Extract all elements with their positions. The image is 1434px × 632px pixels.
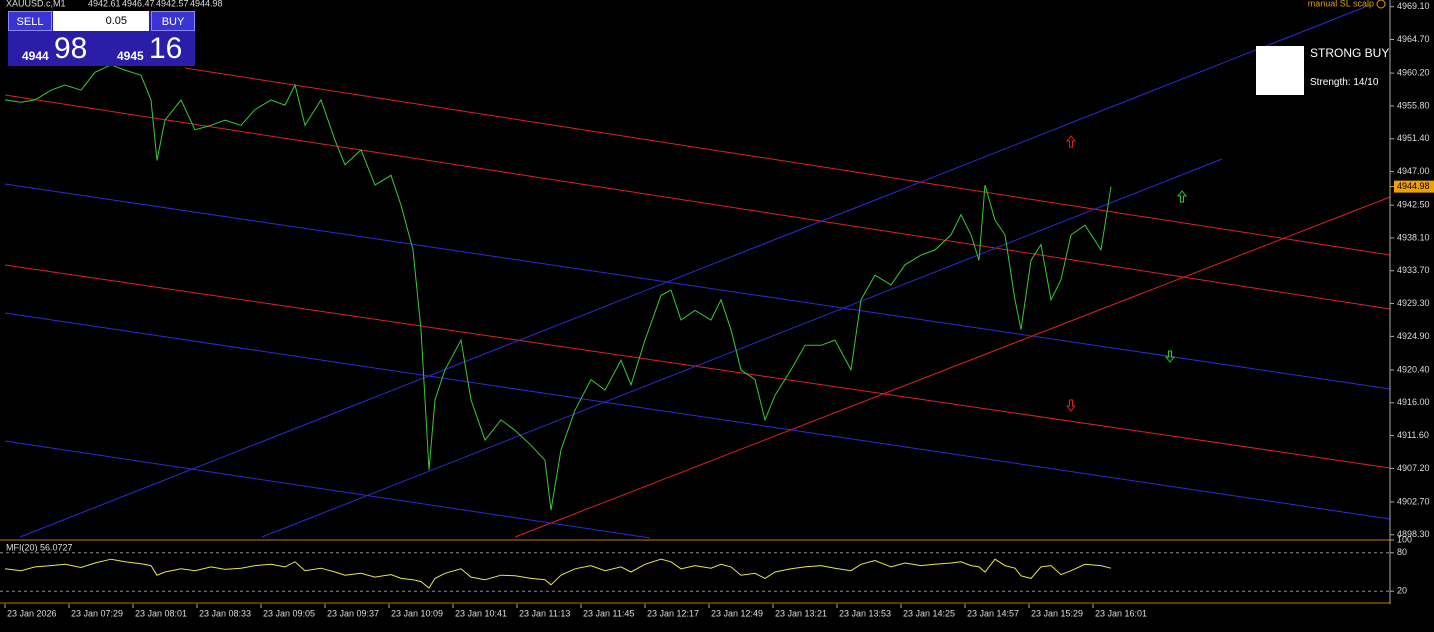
ohlc: 4946.47 bbox=[122, 0, 155, 8]
arrow-down bbox=[1065, 399, 1077, 412]
y-tick-label: 4964.70 bbox=[1397, 34, 1430, 44]
x-tick-label: 23 Jan 15:29 bbox=[1031, 608, 1083, 618]
y-tick-label: 4916.00 bbox=[1397, 397, 1430, 407]
channel-line bbox=[184, 67, 1391, 256]
sell-big: 4944 bbox=[22, 49, 49, 63]
channel-line bbox=[4, 264, 1391, 469]
signal-title: STRONG BUY bbox=[1310, 46, 1390, 60]
sell-price[interactable]: 4944 98 bbox=[8, 32, 100, 66]
channel-line bbox=[4, 440, 651, 539]
x-tick-label: 23 Jan 08:01 bbox=[135, 608, 187, 618]
signal-box bbox=[1256, 46, 1304, 95]
x-tick-label: 23 Jan 09:05 bbox=[263, 608, 315, 618]
x-tick-label: 23 Jan 13:53 bbox=[839, 608, 891, 618]
x-tick-label: 23 Jan 16:01 bbox=[1095, 608, 1147, 618]
x-tick-label: 23 Jan 11:13 bbox=[519, 608, 570, 618]
y-tick-label: 4942.50 bbox=[1397, 199, 1430, 209]
channel-line bbox=[4, 183, 1391, 390]
settings-icon[interactable] bbox=[1376, 0, 1386, 9]
y-tick-label: 100 bbox=[1397, 534, 1412, 544]
y-tick-label: 4938.10 bbox=[1397, 232, 1430, 242]
arrow-up bbox=[1176, 190, 1188, 203]
buy-button[interactable]: BUY bbox=[151, 11, 195, 31]
x-tick-label: 23 Jan 10:09 bbox=[391, 608, 443, 618]
x-tick-label: 23 Jan 12:49 bbox=[711, 608, 763, 618]
sell-button[interactable]: SELL bbox=[8, 11, 52, 31]
x-tick-label: 23 Jan 09:37 bbox=[327, 608, 379, 618]
y-tick-label: 4907.20 bbox=[1397, 463, 1430, 473]
price-line bbox=[4, 64, 1112, 511]
arrow-down bbox=[1164, 350, 1176, 363]
y-tick-label: 20 bbox=[1397, 586, 1407, 596]
signal-arrows bbox=[1065, 135, 1188, 412]
y-tick-label: 4955.80 bbox=[1397, 100, 1430, 110]
buy-price[interactable]: 4945 16 bbox=[103, 32, 195, 66]
signal-strength: Strength: 14/10 bbox=[1310, 77, 1379, 88]
channel-line bbox=[4, 312, 1391, 520]
x-tick-label: 23 Jan 14:25 bbox=[903, 608, 955, 618]
channel-line bbox=[19, 4, 1371, 538]
last-price-box bbox=[1394, 180, 1434, 193]
y-tick-label: 80 bbox=[1397, 547, 1407, 557]
y-tick-label: 4902.70 bbox=[1397, 496, 1430, 506]
y-tick-label: 4960.20 bbox=[1397, 67, 1430, 77]
channel-line bbox=[261, 158, 1223, 538]
x-tick-label: 23 Jan 11:45 bbox=[583, 608, 634, 618]
x-tick-label: 23 Jan 2026 bbox=[7, 608, 57, 618]
y-tick-label: 4951.40 bbox=[1397, 133, 1430, 143]
y-tick-label: 4920.40 bbox=[1397, 364, 1430, 374]
x-tick-label: 23 Jan 10:41 bbox=[455, 608, 507, 618]
buy-big: 4945 bbox=[117, 49, 144, 63]
price-line bbox=[4, 558, 1112, 589]
x-tick-label: 23 Jan 07:29 bbox=[71, 608, 123, 618]
indicator-name: manual SL scalp bbox=[1308, 0, 1374, 8]
trend-lines bbox=[4, 4, 1391, 539]
ohlc: 4942.61 bbox=[88, 0, 121, 8]
lot-input[interactable]: 0.05 bbox=[53, 11, 149, 31]
y-tick-label: 4929.30 bbox=[1397, 298, 1430, 308]
y-tick-label: 4947.00 bbox=[1397, 166, 1430, 176]
last-price-label: 4944.98 bbox=[1397, 181, 1430, 191]
channel-line bbox=[514, 196, 1391, 538]
y-tick-label: 4898.30 bbox=[1397, 529, 1430, 539]
mfi-title: MFI(20) 56.0727 bbox=[6, 542, 73, 552]
y-tick-label: 4933.70 bbox=[1397, 265, 1430, 275]
x-tick-label: 23 Jan 13:21 bbox=[775, 608, 827, 618]
buy-pips: 16 bbox=[149, 32, 183, 65]
x-tick-label: 23 Jan 08:33 bbox=[199, 608, 251, 618]
ohlc: 4944.98 bbox=[190, 0, 223, 8]
x-tick-label: 23 Jan 12:17 bbox=[647, 608, 699, 618]
arrow-up bbox=[1065, 135, 1077, 148]
channel-line bbox=[4, 94, 1391, 310]
y-tick-label: 4924.90 bbox=[1397, 331, 1430, 341]
y-tick-label: 4969.10 bbox=[1397, 1, 1430, 11]
ohlc: 4942.57 bbox=[156, 0, 189, 8]
symbol: XAUUSD.c,M1 bbox=[6, 0, 66, 8]
x-tick-label: 23 Jan 14:57 bbox=[967, 608, 1019, 618]
trade-panel: SELL 0.05 BUY 4944 98 4945 16 bbox=[8, 11, 195, 66]
y-tick-label: 4911.60 bbox=[1397, 430, 1429, 440]
sell-pips: 98 bbox=[54, 32, 88, 65]
